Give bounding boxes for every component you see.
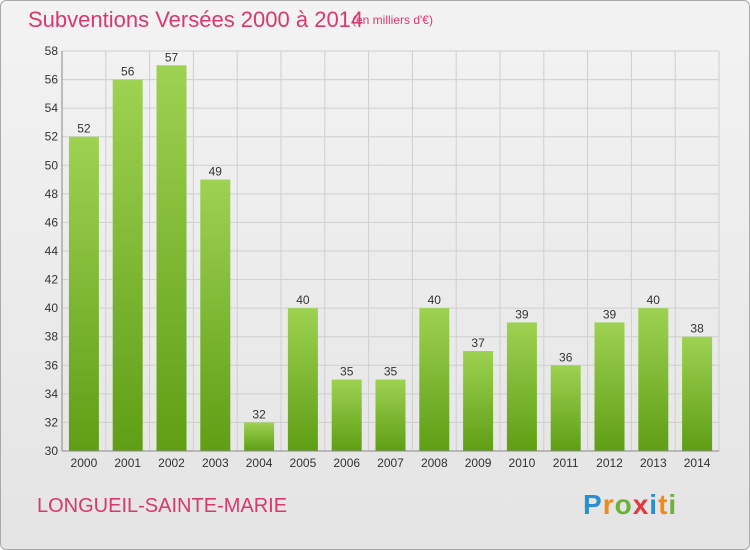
bar — [112, 79, 143, 452]
bar — [156, 65, 187, 452]
y-tick-label: 54 — [45, 101, 59, 115]
bar — [375, 379, 406, 451]
bar — [594, 322, 625, 451]
x-tick-label: 2000 — [71, 456, 98, 470]
value-label: 35 — [384, 365, 398, 379]
y-tick-label: 56 — [45, 73, 59, 87]
bar — [419, 308, 450, 451]
logo-letter: o — [614, 489, 633, 520]
value-label: 36 — [559, 350, 573, 364]
logo-letter: r — [602, 489, 615, 520]
y-tick-label: 40 — [45, 301, 59, 315]
y-tick-label: 46 — [45, 215, 59, 229]
value-label: 39 — [603, 307, 617, 321]
commune-name: LONGUEIL-SAINTE-MARIE — [37, 495, 288, 517]
bar — [638, 308, 669, 451]
logo-letter: P — [583, 489, 603, 520]
chart-title: Subventions Versées 2000 à 2014 — [28, 7, 364, 32]
logo-letter: t — [658, 489, 669, 520]
x-tick-label: 2011 — [553, 456, 579, 470]
value-label: 38 — [690, 322, 704, 336]
x-tick-label: 2012 — [596, 456, 623, 470]
value-label: 52 — [77, 122, 91, 136]
bar — [682, 336, 713, 451]
value-label: 40 — [296, 293, 310, 307]
value-label: 35 — [340, 365, 354, 379]
x-tick-label: 2002 — [158, 456, 185, 470]
x-tick-label: 2009 — [465, 456, 492, 470]
y-tick-label: 32 — [45, 415, 59, 429]
proxiti-logo: Proxiti — [583, 489, 677, 521]
y-tick-label: 36 — [45, 358, 59, 372]
bar — [244, 422, 275, 451]
x-tick-label: 2001 — [114, 456, 141, 470]
bar — [550, 365, 581, 451]
bar — [200, 179, 231, 452]
value-label: 39 — [515, 307, 529, 321]
x-tick-label: 2003 — [202, 456, 229, 470]
axes: 30 32 34 36 38 40 42 44 46 48 50 52 54 56 58 2000 2001 20… — [45, 44, 719, 470]
value-label: 40 — [647, 293, 661, 307]
y-tick-label: 38 — [45, 330, 59, 344]
value-label: 49 — [209, 165, 223, 179]
y-tick-label: 58 — [45, 44, 59, 58]
logo-letter: i — [668, 489, 678, 520]
x-tick-label: 2006 — [333, 456, 360, 470]
x-tick-label: 2007 — [377, 456, 404, 470]
y-tick-label: 42 — [45, 273, 59, 287]
y-tick-label: 44 — [45, 244, 59, 258]
bar — [506, 322, 537, 451]
y-tick-label: 34 — [45, 387, 59, 401]
bars: 52 56 57 49 32 40 35 35 40 37 39 36 39 40 38 — [68, 50, 713, 452]
y-tick-label: 30 — [45, 444, 59, 458]
value-label: 37 — [471, 336, 485, 350]
value-label: 40 — [428, 293, 442, 307]
x-tick-label: 2010 — [509, 456, 536, 470]
bar — [68, 136, 99, 451]
value-label: 56 — [121, 65, 135, 79]
bar — [287, 308, 318, 451]
x-tick-label: 2008 — [421, 456, 448, 470]
x-tick-label: 2005 — [290, 456, 317, 470]
logo-letter: x — [632, 489, 650, 520]
x-tick-label: 2013 — [640, 456, 667, 470]
x-tick-label: 2004 — [246, 456, 273, 470]
x-tick-label: 2014 — [684, 456, 711, 470]
chart-unit: (en milliers d'€) — [352, 13, 433, 27]
bar — [331, 379, 362, 451]
y-tick-label: 52 — [45, 130, 59, 144]
y-tick-label: 50 — [45, 158, 59, 172]
bar — [463, 351, 494, 451]
value-label: 32 — [252, 407, 266, 421]
logo-letter: i — [649, 489, 659, 520]
value-label: 57 — [165, 50, 179, 64]
y-tick-label: 48 — [45, 187, 59, 201]
